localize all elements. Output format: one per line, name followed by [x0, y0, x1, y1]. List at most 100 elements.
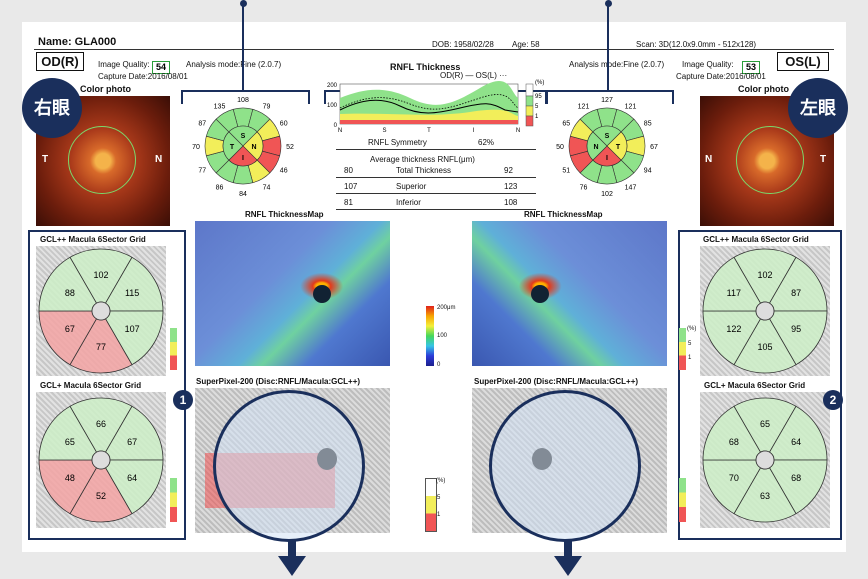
od-gcl-value: 52 [96, 491, 106, 501]
spx-legend-5: 5 [437, 495, 441, 501]
od-gclpp-scale [170, 328, 177, 370]
os-superpixel-title: SuperPixel-200 (Disc:RNFL/Macula:GCL++) [474, 377, 639, 386]
os-clock-quadrant-label: T [616, 144, 621, 151]
os-optic-disc [531, 285, 549, 303]
rnfl-borderline-band [340, 109, 518, 120]
os-clock-value: 51 [562, 168, 570, 175]
od-label: OD(R) [36, 52, 84, 71]
os-clock-chart: 127 121 85 67 94 147 102 76 51 50 65 121 ST I N [556, 97, 658, 198]
od-gcl-value: 48 [65, 473, 75, 483]
od-gcl-value: 65 [65, 437, 75, 447]
od-clock-value: 52 [286, 144, 294, 151]
colorbar-max: 200μm [437, 305, 456, 311]
od-clock-bracket [181, 90, 310, 104]
rnfl-symmetry-value: 62% [478, 138, 495, 147]
pointer-dot-right [605, 0, 612, 7]
os-clock-value: 50 [556, 144, 564, 151]
rnfl-y-tick: 200 [327, 83, 338, 89]
avg-os-value: 123 [504, 182, 518, 191]
od-gcl-value: 88 [65, 288, 75, 298]
rnfl-scale-label: 1 [535, 114, 539, 120]
rnfl-scale-band [525, 105, 534, 117]
od-gclp-title: GCL+ Macula 6Sector Grid [40, 381, 142, 390]
annotation-1: 1 [173, 390, 193, 410]
os-gcl-value: 87 [791, 288, 801, 298]
age: Age: 58 [512, 40, 540, 49]
od-quality-value: 54 [152, 61, 171, 74]
od-clock-value: 74 [263, 185, 271, 192]
avg-od-value: 80 [344, 166, 353, 175]
dob: DOB: 1958/02/28 [432, 40, 494, 49]
od-clock-value: 79 [263, 103, 271, 110]
od-optic-disc [313, 285, 331, 303]
os-gclpp-grid: 102 87 95 105 122 117 [702, 248, 828, 374]
od-down-arrow [278, 540, 306, 576]
rnfl-od-line [339, 99, 519, 114]
od-gclp-scale [170, 478, 177, 522]
os-thickness-map-title: RNFL ThicknessMap [524, 210, 603, 219]
thickness-colorbar [426, 306, 434, 366]
rnfl-y-tick: 100 [327, 103, 338, 109]
os-rnfl-thickness-map [472, 221, 667, 366]
os-clock-value: 121 [625, 103, 637, 110]
avg-os-value: 92 [504, 166, 513, 175]
os-gcl-fovea [755, 301, 775, 321]
avg-row-divider [336, 177, 536, 178]
od-clock-quadrant-label: I [242, 155, 244, 162]
rnfl-scale-band [525, 115, 534, 127]
os-gclpp-scale [679, 328, 686, 370]
right-eye-badge: 右眼 [22, 78, 82, 138]
os-scale-1: 1 [688, 355, 692, 361]
od-quality-label: Image Quality: [98, 60, 150, 69]
os-gcl-value: 64 [791, 437, 801, 447]
os-clock-value: 76 [580, 185, 588, 192]
od-clock-value: 77 [198, 168, 206, 175]
os-clock-quadrant-label: I [606, 155, 608, 162]
os-quality-label: Image Quality: [682, 60, 734, 69]
od-gcl-value: 64 [127, 473, 137, 483]
os-gcl-value: 70 [729, 473, 739, 483]
os-gclp-scale [679, 478, 686, 522]
colorbar-mid: 100 [437, 333, 448, 339]
os-clock-quadrant [586, 131, 608, 161]
os-gcl-value: 63 [760, 491, 770, 501]
os-gcl-value: 122 [726, 324, 741, 334]
rnfl-divider-1 [336, 149, 536, 150]
rnfl-title: RNFL Thickness [390, 62, 461, 72]
od-clock-value: 87 [198, 121, 206, 128]
os-quality-value: 53 [742, 61, 761, 74]
os-capture-date: Capture Date:2016/08/01 [676, 72, 766, 81]
os-clock-value: 102 [601, 191, 613, 198]
rnfl-y-tick: 0 [334, 123, 338, 129]
left-eye-badge: 左眼 [788, 78, 848, 138]
os-photo-nasal: N [705, 154, 713, 165]
os-down-arrow [554, 540, 582, 576]
os-gcl-fovea [755, 450, 775, 470]
patient-name: Name: GLA000 [38, 36, 117, 48]
od-gcl-fovea [91, 450, 111, 470]
od-photo-nasal: N [155, 154, 163, 165]
rnfl-x-tick: T [427, 128, 431, 134]
rnfl-x-tick: N [516, 128, 520, 134]
rnfl-scale-label: 5 [535, 104, 539, 110]
od-clock-quadrant-label: T [230, 144, 235, 151]
od-gcl-fovea [91, 301, 111, 321]
os-clock-value: 127 [601, 97, 613, 104]
avg-row-label: Superior [396, 182, 427, 191]
rnfl-x-tick: I [473, 128, 475, 134]
os-photo-temporal: T [820, 154, 827, 165]
rnfl-scale-band [525, 95, 534, 107]
os-gclp-grid: 65 64 68 63 70 68 [702, 397, 828, 523]
os-gcl-frame [678, 230, 842, 540]
od-gclpp-title: GCL++ Macula 6Sector Grid [40, 235, 146, 244]
od-gcl-value: 107 [125, 324, 140, 334]
rnfl-scale-white [525, 83, 534, 97]
os-clock-value: 147 [625, 185, 637, 192]
os-scale-5: 5 [688, 341, 692, 347]
od-gclpp-grid: 102 115 107 77 67 88 [38, 248, 164, 374]
rnfl-x-tick: N [338, 128, 342, 134]
rnfl-scale-unit: (%) [535, 80, 544, 86]
os-clock-quadrant-label: N [593, 144, 598, 151]
os-gclpp-title: GCL++ Macula 6Sector Grid [703, 235, 809, 244]
od-gclp-grid: 66 67 64 52 48 65 [38, 397, 164, 523]
